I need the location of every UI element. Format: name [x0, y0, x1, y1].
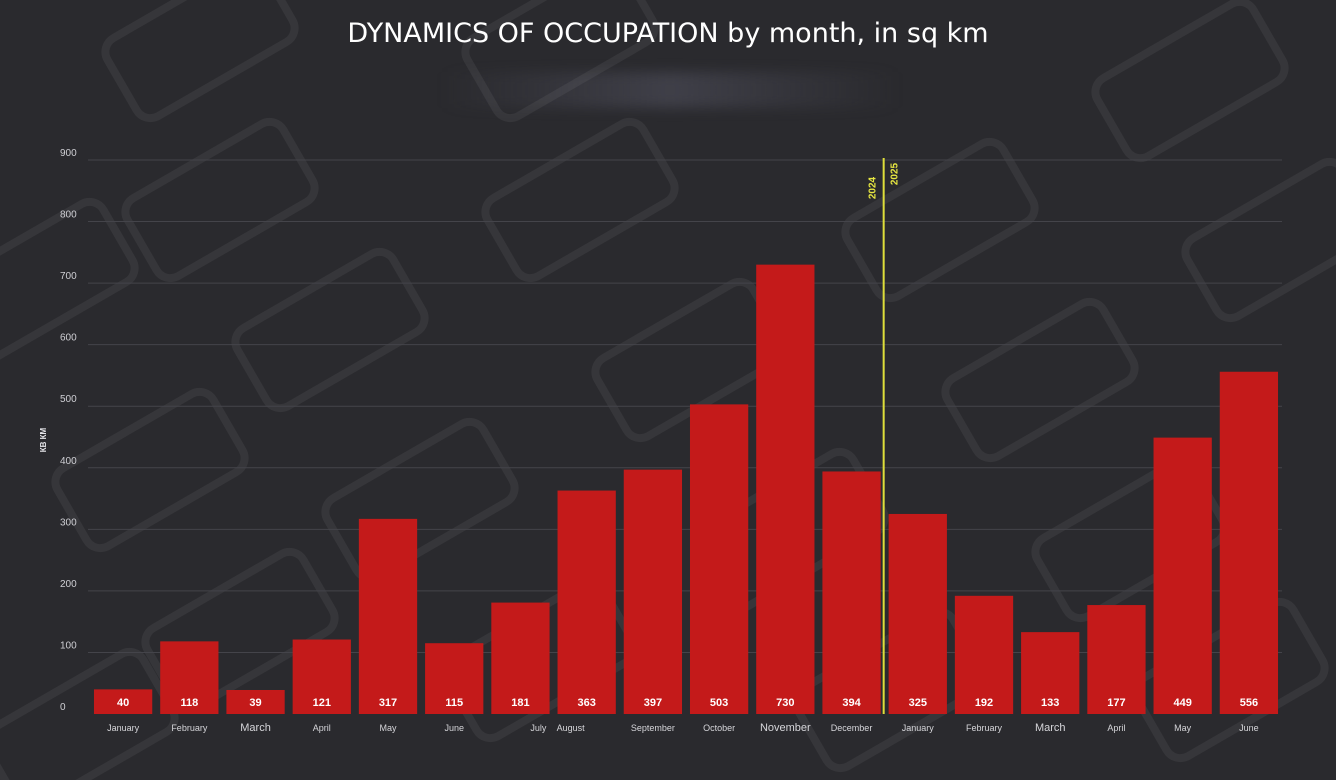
bar-value-label: 40: [117, 697, 129, 709]
y-tick-label: 600: [60, 333, 77, 344]
watermark-logo: [321, 417, 519, 583]
year-label-right: 2025: [890, 162, 901, 185]
x-tick-label: October: [703, 723, 735, 733]
bar: [557, 490, 616, 714]
y-tick-label: 900: [60, 148, 77, 159]
watermark-logo: [101, 0, 299, 123]
x-tick-label: June: [444, 723, 464, 733]
y-tick-label: 300: [60, 517, 77, 528]
x-tick-label: December: [831, 723, 873, 733]
watermark-logo: [121, 117, 319, 283]
watermark-logo: [231, 247, 429, 413]
bar: [160, 641, 219, 714]
x-tick-label: February: [966, 723, 1003, 733]
x-tick-label: May: [1174, 723, 1192, 733]
bar-value-label: 394: [842, 697, 861, 709]
y-tick-label: 800: [60, 210, 77, 221]
x-tick-label: July: [530, 723, 547, 733]
watermark-logo: [0, 647, 179, 780]
bar-value-label: 317: [379, 697, 397, 709]
watermark-logo: [1091, 0, 1289, 163]
x-tick-label: March: [1035, 722, 1066, 734]
watermark-logo: [461, 0, 659, 123]
bar-value-label: 192: [975, 697, 993, 709]
x-tick-label: September: [631, 723, 675, 733]
watermark-logo: [1181, 157, 1336, 323]
bar-value-label: 556: [1240, 697, 1258, 709]
bar: [689, 404, 749, 714]
chart-title: DYNAMICS OF OCCUPATION by month, in sq k…: [347, 18, 989, 49]
bar-value-label: 363: [577, 697, 595, 709]
bar-value-label: 397: [644, 697, 662, 709]
bar-value-label: 325: [909, 697, 927, 709]
bar-value-label: 115: [445, 697, 463, 709]
bar: [756, 264, 815, 714]
x-tick-label: April: [1107, 723, 1125, 733]
y-tick-label: 200: [60, 579, 77, 590]
x-tick-label: August: [557, 723, 586, 733]
bar: [822, 471, 881, 714]
watermark-logo: [0, 197, 139, 363]
bar: [358, 518, 418, 714]
x-tick-label: June: [1239, 723, 1259, 733]
bar: [954, 595, 1014, 714]
watermark-logo: [941, 297, 1139, 463]
x-tick-label: November: [760, 722, 811, 734]
bar: [1219, 371, 1279, 714]
y-axis-label: КВ КМ: [39, 427, 48, 452]
x-tick-label: February: [171, 723, 208, 733]
bar-value-label: 39: [249, 697, 261, 709]
bar: [888, 513, 947, 714]
bar-value-label: 181: [511, 697, 529, 709]
y-tick-label: 500: [60, 394, 77, 405]
y-tick-label: 100: [60, 640, 77, 651]
bar-value-label: 121: [313, 697, 331, 709]
watermark-logo: [841, 137, 1039, 303]
watermark-logo: [51, 387, 249, 553]
bar: [226, 689, 285, 714]
x-tick-label: January: [107, 723, 140, 733]
bar-value-label: 449: [1173, 697, 1191, 709]
bar: [292, 639, 351, 714]
y-tick-label: 700: [60, 271, 77, 282]
bar: [425, 643, 484, 714]
bar: [623, 469, 683, 714]
bar-value-label: 118: [180, 697, 198, 709]
bar-value-label: 133: [1041, 697, 1059, 709]
bar: [491, 602, 550, 714]
y-tick-label: 400: [60, 456, 77, 467]
bar-value-label: 177: [1107, 697, 1125, 709]
y-tick-label: 0: [60, 702, 66, 713]
bar: [1021, 632, 1080, 714]
bar: [1087, 605, 1146, 714]
bar-value-label: 730: [776, 697, 794, 709]
x-tick-label: January: [902, 723, 935, 733]
x-tick-label: May: [379, 723, 397, 733]
x-tick-label: March: [240, 722, 271, 734]
bar: [93, 689, 153, 714]
watermark-logo: [481, 117, 679, 283]
bar: [1153, 437, 1212, 714]
year-label-left: 2024: [868, 176, 879, 199]
x-tick-label: April: [313, 723, 331, 733]
blurred-subtitle: [440, 72, 900, 108]
bar-value-label: 503: [710, 697, 728, 709]
